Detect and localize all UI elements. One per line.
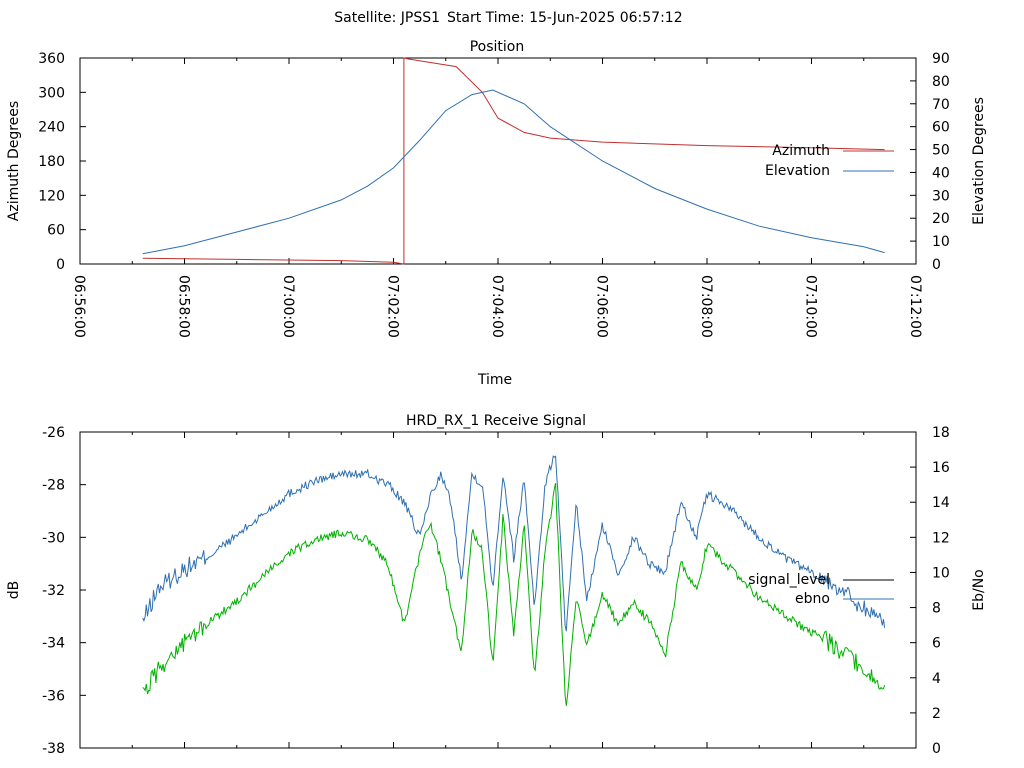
y2-tick-label: 60 — [932, 120, 950, 136]
legend-label-signal_level: signal_level — [748, 572, 830, 588]
y-tick-label: 240 — [38, 120, 65, 136]
y2-tick-label: 40 — [932, 165, 950, 181]
y-tick-label: -38 — [42, 741, 65, 757]
y2-tick-label: 2 — [932, 706, 941, 722]
receive-signal-chart-y-axis-label: dB — [6, 581, 22, 600]
y2-tick-label: 10 — [932, 565, 950, 581]
y2-tick-label: 70 — [932, 97, 950, 113]
x-tick-label: 07:06:00 — [594, 275, 610, 338]
y-tick-label: 360 — [38, 51, 65, 67]
legend-label-azimuth: Azimuth — [772, 143, 830, 159]
y2-tick-label: 20 — [932, 211, 950, 227]
y-tick-label: -34 — [42, 636, 65, 652]
y-tick-label: 300 — [38, 85, 65, 101]
receive-signal-chart-y2-axis-label: Eb/No — [971, 569, 987, 611]
y-tick-label: 0 — [56, 257, 65, 273]
x-tick-label: 06:58:00 — [176, 275, 192, 338]
series-line-elevation — [142, 89, 885, 255]
y2-tick-label: 0 — [932, 257, 941, 273]
y-tick-label: 180 — [38, 154, 65, 170]
series-line-ebno — [142, 455, 886, 632]
x-tick-label: 07:02:00 — [385, 275, 401, 338]
y2-tick-label: 8 — [932, 601, 941, 617]
legend-label-ebno: ebno — [795, 591, 830, 607]
satellite-label: Satellite: JPSS1 — [334, 10, 440, 26]
y2-tick-label: 0 — [932, 741, 941, 757]
receive-signal-chart-title: HRD_RX_1 Receive Signal — [406, 413, 586, 429]
y2-tick-label: 10 — [932, 234, 950, 250]
position-chart-marks: 06:56:00 06:58:00 07:00:00 07:02:00 07:04:00… — [38, 51, 950, 338]
y2-tick-label: 6 — [932, 636, 941, 652]
y2-tick-label: 30 — [932, 188, 950, 204]
y2-tick-label: 90 — [932, 51, 950, 67]
y-tick-label: 120 — [38, 188, 65, 204]
y2-tick-label: 18 — [932, 425, 950, 441]
y-tick-label: -30 — [42, 530, 65, 546]
position-chart-title: Position — [470, 39, 525, 55]
position-chart-y-axis-label: Azimuth Degrees — [6, 101, 22, 221]
x-tick-label: 07:08:00 — [698, 275, 714, 338]
series-line-unlabeled — [142, 482, 886, 706]
y2-tick-label: 16 — [932, 460, 950, 476]
legend-label-elevation: Elevation — [765, 163, 830, 179]
y-tick-label: -36 — [42, 688, 65, 704]
x-tick-label: 06:56:00 — [71, 275, 87, 338]
start-time-label: Start Time: 15-Jun-2025 06:57:12 — [447, 10, 683, 26]
x-tick-label: 07:00:00 — [280, 275, 296, 338]
y-tick-label: 60 — [47, 223, 65, 239]
receive-signal-chart: HRD_RX_1 Receive Signal dB Eb/No -38-36-… — [6, 413, 987, 757]
series-line-azimuth — [142, 57, 885, 265]
y2-tick-label: 80 — [932, 74, 950, 90]
y2-tick-label: 14 — [932, 495, 950, 511]
y-tick-label: -28 — [42, 478, 65, 494]
y2-tick-label: 12 — [932, 530, 950, 546]
position-chart-x-axis-label: Time — [477, 372, 512, 388]
x-tick-label: 07:10:00 — [803, 275, 819, 338]
position-chart-y2-axis-label: Elevation Degrees — [971, 97, 987, 225]
x-tick-label: 07:04:00 — [489, 275, 505, 338]
y2-tick-label: 4 — [932, 671, 941, 687]
y2-tick-label: 50 — [932, 143, 950, 159]
position-chart: Position Time Azimuth Degrees Elevation … — [6, 39, 987, 388]
x-tick-label: 07:12:00 — [907, 275, 923, 338]
receive-signal-chart-marks: -38 -36 -34 -32 -30 -28 -26 0 2 4 6 8 10 12 14 16 18 sign… — [42, 425, 950, 757]
y-tick-label: -26 — [42, 425, 65, 441]
y-tick-label: -32 — [42, 583, 65, 599]
